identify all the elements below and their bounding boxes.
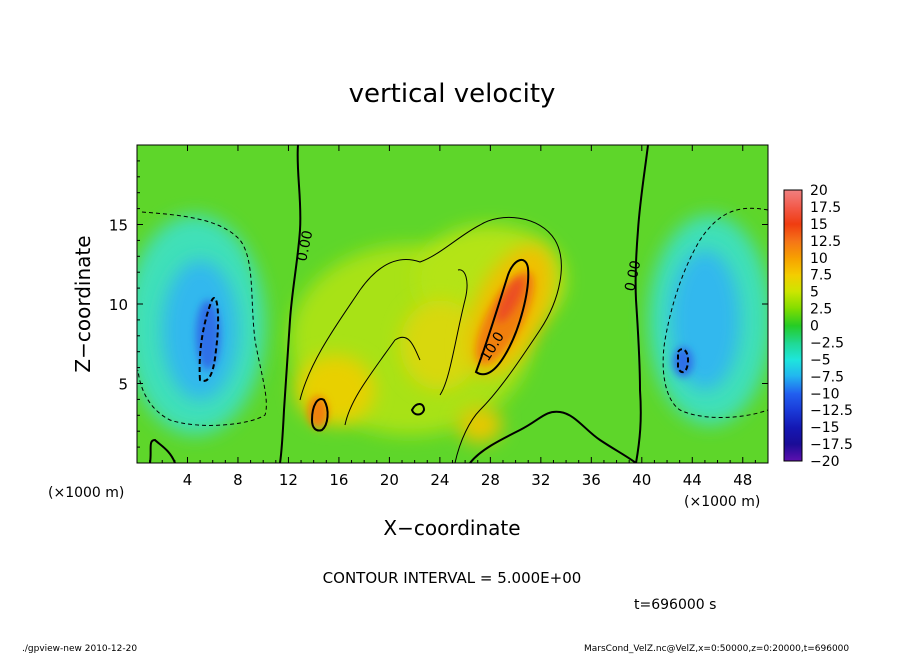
x-tick-label: 28: [481, 471, 500, 489]
colorbar-label: −15: [810, 420, 840, 436]
contour-plus10-main: [474, 259, 530, 376]
zero-contour-bottom: [469, 410, 637, 463]
x-tick-label: 32: [531, 471, 550, 489]
y-axis-label: Z−coordinate: [71, 235, 95, 372]
colorbar-label: 10: [810, 251, 828, 267]
time-text: t=696000 s: [634, 597, 716, 613]
colorbar-label: −2.5: [810, 335, 844, 351]
contour-minus10-left: [198, 297, 220, 382]
plot-area: 0.00 0.00 10.0: [137, 145, 768, 463]
x-axis-unit-right: (×1000 m): [684, 494, 760, 510]
colorbar-label: −10: [810, 386, 840, 402]
colorbar-segment: [784, 206, 802, 225]
x-tick-label: 8: [233, 471, 243, 489]
colorbar-label: −12.5: [810, 403, 853, 419]
contour-minus5-right: [662, 207, 768, 418]
colorbar-label: 0: [810, 319, 819, 335]
updraft-yellow-left: [295, 355, 375, 425]
contours: [137, 145, 768, 463]
updraft-yellow-lower: [458, 407, 502, 443]
colorbar-label: 15: [810, 217, 828, 233]
contour-minus10-right: [677, 348, 690, 374]
colorbar-segment: [784, 257, 802, 276]
colorbar-label: 2.5: [810, 302, 832, 318]
colorbar-segment: [784, 393, 802, 411]
zero-contour-left: [279, 145, 302, 463]
colorbar-label: −7.5: [810, 369, 844, 385]
x-axis-unit-left: (×1000 m): [48, 485, 124, 501]
y-tick-label: 5: [118, 376, 128, 394]
colorbar-segment: [784, 444, 802, 462]
colorbar-segment: [784, 291, 802, 310]
colorbar-label: −17.5: [810, 437, 853, 453]
contour-plus10-left: [310, 398, 329, 432]
colorbar-label: −5: [810, 352, 831, 368]
colorbar-segment: [784, 274, 802, 293]
colorbar: 2017.51512.5107.552.50−2.5−5−7.5−10−12.5…: [783, 183, 853, 470]
x-tick-label: 48: [733, 471, 752, 489]
contour-plus5-inner: [439, 269, 468, 396]
contour-plus10-small: [410, 403, 426, 416]
footer-left: ./gpview-new 2010-12-20: [22, 644, 137, 654]
colorbar-label: 12.5: [810, 234, 841, 250]
x-tick-label: 40: [632, 471, 651, 489]
x-axis-label: X−coordinate: [383, 516, 520, 540]
left-downdraft-core: [196, 300, 220, 370]
contour-plus5: [299, 216, 562, 463]
colorbar-segment: [784, 410, 802, 428]
colorbar-segment: [784, 359, 802, 377]
colorbar-frame: [783, 189, 803, 462]
y-axis: 5 10 15: [109, 160, 768, 448]
contour-label-zero-right: 0.00: [622, 259, 644, 293]
contour-label-zero-left: 0.00: [294, 229, 316, 263]
colorbar-label: 20: [810, 183, 828, 199]
colorbar-segment: [784, 427, 802, 445]
colorbar-label: 7.5: [810, 268, 832, 284]
colorbar-segment: [784, 342, 802, 360]
zero-contour-lowleft: [149, 438, 176, 463]
zero-contour-right: [634, 145, 649, 463]
x-tick-label: 20: [380, 471, 399, 489]
updraft-red-core: [496, 277, 524, 323]
colorbar-label: 5: [810, 285, 819, 301]
colorbar-segment: [784, 308, 802, 326]
chart-title: vertical velocity: [349, 79, 556, 109]
x-tick-label: 44: [683, 471, 702, 489]
x-axis: 4 8 12 16 20 24 28 32 36 40 44 48: [149, 145, 756, 489]
colorbar-label: −20: [810, 454, 840, 470]
x-tick-label: 36: [582, 471, 601, 489]
colorbar-segment: [784, 376, 802, 394]
x-tick-label: 4: [183, 471, 193, 489]
contour-interval-text: CONTOUR INTERVAL = 5.000E+00: [323, 569, 582, 587]
x-tick-label: 24: [430, 471, 449, 489]
y-tick-label: 15: [109, 217, 128, 235]
footer-right: MarsCond_VelZ.nc@VelZ,x=0:50000,z=0:2000…: [584, 644, 849, 654]
contour-plus5-lobe: [344, 337, 421, 426]
colorbar-segment: [784, 223, 802, 242]
colorbar-segment: [784, 190, 802, 208]
x-tick-label: 12: [279, 471, 298, 489]
y-tick-label: 10: [109, 296, 128, 314]
colorbar-label: 17.5: [810, 200, 841, 216]
colorbar-segment: [784, 240, 802, 259]
field-shading: [137, 215, 768, 443]
colorbar-segment: [784, 325, 802, 343]
contour-minus5-left: [137, 211, 267, 426]
x-tick-label: 16: [329, 471, 348, 489]
